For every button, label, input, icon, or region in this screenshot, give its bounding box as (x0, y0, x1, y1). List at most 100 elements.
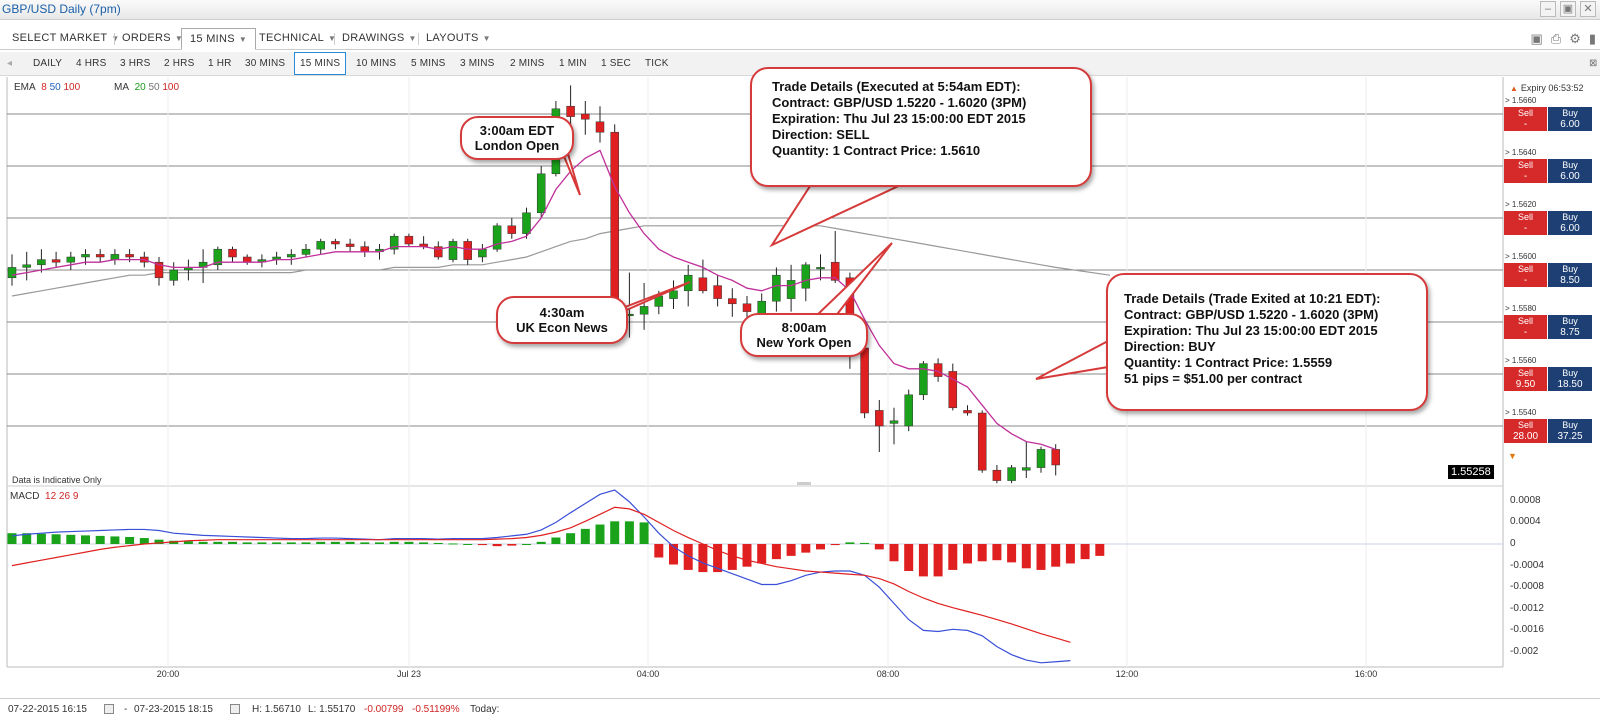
tf-3hrs[interactable]: 3 HRS (120, 58, 151, 69)
buy-button[interactable]: Buy 18.50 (1548, 367, 1592, 391)
tf-tick[interactable]: TICK (645, 58, 669, 69)
sell-label: Sell (1517, 212, 1533, 222)
restore-icon[interactable]: ▣ (1560, 1, 1576, 17)
buy-price: 8.75 (1560, 327, 1580, 338)
candle-down (581, 113, 590, 120)
buy-button[interactable]: Buy 6.00 (1548, 107, 1592, 131)
minimize-icon[interactable]: – (1540, 1, 1556, 17)
callout-trade-entry: Trade Details (Executed at 5:54am EDT): … (750, 67, 1092, 187)
price-change: -0.00799 (364, 704, 404, 715)
candle-down (228, 248, 237, 258)
macd-histogram-bar (375, 542, 384, 544)
expiry-label: Expiry 06:53:52 (1520, 83, 1584, 93)
sell-button[interactable]: Sell - (1504, 315, 1547, 339)
tf-10mins[interactable]: 10 MINS (356, 58, 397, 69)
buy-label: Buy (1562, 420, 1578, 430)
menu-label: TECHNICAL (259, 32, 325, 44)
buy-label: Buy (1562, 264, 1578, 274)
macd-histogram-bar (419, 542, 429, 544)
buy-button[interactable]: Buy 8.50 (1548, 263, 1592, 287)
tf-15mins[interactable]: 15 MINS (294, 52, 347, 75)
tf-2hrs[interactable]: 2 HRS (164, 58, 195, 69)
macd-histogram-bar (36, 533, 46, 544)
dock-icon[interactable]: ▮ (1588, 31, 1596, 46)
scroll-left-icon[interactable]: ◂ (7, 58, 13, 69)
menu-label: LAYOUTS (426, 32, 479, 44)
buy-button[interactable]: Buy 8.75 (1548, 315, 1592, 339)
tf-daily[interactable]: DAILY (33, 58, 63, 69)
print-icon[interactable]: ⎙ (1550, 31, 1562, 46)
macd-histogram-bar (522, 544, 531, 545)
sell-button[interactable]: Sell - (1504, 107, 1547, 131)
sell-button[interactable]: Sell 9.50 (1504, 367, 1547, 391)
ladder-level: > 1.5560 (1505, 356, 1537, 365)
menu-divider (418, 33, 419, 45)
callout-trade-exit: Trade Details (Trade Exited at 10:21 EDT… (1106, 273, 1428, 411)
range-start[interactable]: 07-22-2015 16:15 (8, 704, 87, 715)
candle-up (316, 241, 325, 250)
macd-histogram-bar (183, 541, 193, 544)
tf-3mins[interactable]: 3 MINS (460, 58, 495, 69)
sell-label: Sell (1517, 264, 1533, 274)
menu-drawings[interactable]: DRAWINGS ▼ (334, 28, 425, 50)
callout-london-open: 3:00am EDT London Open (460, 116, 574, 160)
macd-histogram-bar (595, 524, 605, 544)
range-dash: - (124, 704, 128, 715)
sell-label: Sell (1517, 368, 1533, 378)
macd-signal-line (11, 506, 1071, 643)
calendar-icon[interactable] (230, 704, 240, 717)
macd-histogram-bar (918, 544, 928, 577)
tf-1min[interactable]: 1 MIN (559, 58, 587, 69)
down-arrow-icon: ▼ (1508, 451, 1517, 461)
sell-button[interactable]: Sell 28.00 (1504, 419, 1547, 443)
collapse-icon[interactable]: ⊠ (1589, 58, 1598, 69)
candle-up (66, 256, 76, 263)
candle-up (654, 295, 664, 307)
chart-area[interactable]: EMA 8 50 100 MA 20 50 100 Data is Indica… (0, 67, 1600, 720)
sell-label: Sell (1517, 160, 1533, 170)
candle-down (51, 259, 61, 263)
menu-select-market[interactable]: SELECT MARKET ▼ (4, 28, 128, 50)
candle-down (95, 254, 105, 258)
candle-down (331, 241, 340, 245)
menu-orders[interactable]: ORDERS ▼ (114, 28, 191, 50)
menu-divider (334, 33, 335, 45)
menu-timeframe[interactable]: 15 MINS ▼ (181, 28, 257, 50)
sell-button[interactable]: Sell - (1504, 159, 1547, 183)
macd-histogram-bar (1065, 544, 1075, 564)
macd-histogram-bar (242, 542, 252, 544)
gear-icon[interactable]: ⚙ (1569, 31, 1581, 46)
macd-tick-label: -0.0012 (1510, 602, 1544, 614)
range-end[interactable]: 07-23-2015 18:15 (134, 704, 213, 715)
menu-technical[interactable]: TECHNICAL ▼ (251, 28, 344, 50)
tf-1sec[interactable]: 1 SEC (601, 58, 631, 69)
menu-label: SELECT MARKET (12, 32, 108, 44)
close-icon[interactable]: ✕ (1580, 1, 1596, 17)
macd-histogram-bar (727, 544, 737, 570)
tf-5mins[interactable]: 5 MINS (411, 58, 446, 69)
macd-histogram-bar (1021, 544, 1031, 569)
tf-30mins[interactable]: 30 MINS (245, 58, 286, 69)
callout-line: Quantity: 1 Contract Price: 1.5610 (772, 143, 981, 158)
calendar-icon[interactable] (104, 704, 114, 717)
sell-button[interactable]: Sell - (1504, 263, 1547, 287)
sell-button[interactable]: Sell - (1504, 211, 1547, 235)
macd-tick-label: -0.0016 (1510, 624, 1544, 636)
time-tick-label: 20:00 (156, 669, 180, 679)
tf-4hrs[interactable]: 4 HRS (76, 58, 107, 69)
candle-down (345, 243, 355, 247)
buy-button[interactable]: Buy 6.00 (1548, 211, 1592, 235)
tf-1hr[interactable]: 1 HR (208, 58, 232, 69)
buy-button[interactable]: Buy 6.00 (1548, 159, 1592, 183)
macd-histogram-bar (125, 536, 135, 544)
macd-histogram-bar (742, 544, 752, 567)
image-icon[interactable]: ▣ (1530, 31, 1543, 46)
ladder-level: > 1.5640 (1505, 148, 1537, 157)
macd-histogram-bar (536, 541, 546, 544)
menu-layouts[interactable]: LAYOUTS ▼ (418, 28, 499, 50)
expiry-timer: ▲ Expiry 06:53:52 (1510, 83, 1583, 93)
buy-price: 37.25 (1557, 431, 1583, 442)
tf-2mins[interactable]: 2 MINS (510, 58, 545, 69)
buy-button[interactable]: Buy 37.25 (1548, 419, 1592, 443)
candle-up (22, 264, 31, 268)
